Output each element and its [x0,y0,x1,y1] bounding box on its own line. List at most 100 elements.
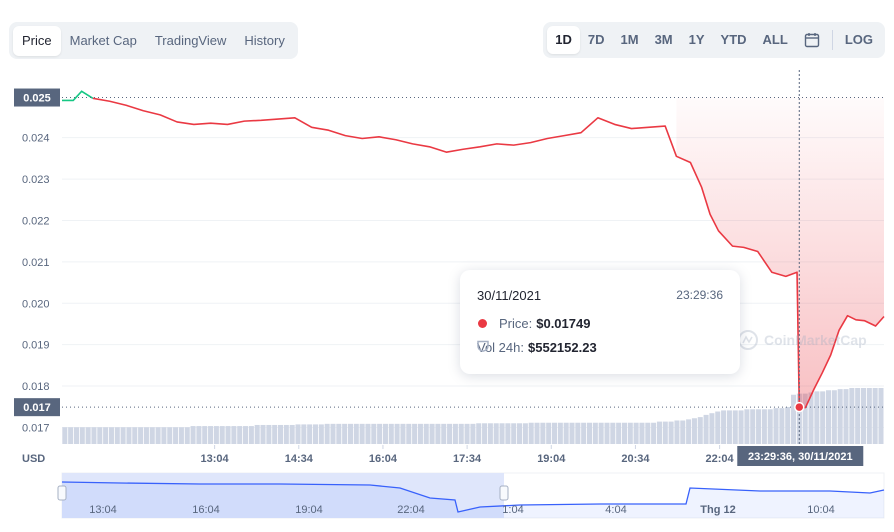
volume-bar [283,424,289,444]
volume-bar [691,418,697,444]
volume-bar [604,422,610,444]
volume-bar [289,424,295,444]
volume-bar [377,423,383,444]
volume-bar [272,424,278,444]
volume-bar [732,410,738,444]
volume-bar [295,424,301,444]
volume-bar [149,427,155,444]
volume-bar [651,422,657,444]
navigator-right-handle[interactable] [499,485,509,501]
y-tick-label: 0.021 [22,257,50,269]
log-scale-toggle[interactable]: LOG [844,32,873,47]
volume-bar [231,426,237,444]
time-range-selector: 1D 7D 1M 3M 1Y YTD ALL LOG [543,22,885,58]
volume-bar [633,422,639,444]
volume-bar [686,419,692,444]
volume-bar [260,424,266,444]
volume-bar [365,423,371,444]
volume-bar [266,424,272,444]
volume-bar [866,388,872,444]
volume-bar [301,424,307,444]
volume-bar [167,427,173,444]
volume-bar [726,410,732,444]
volume-bar [441,423,447,444]
volume-bar [173,427,179,444]
volume-bar [336,423,342,444]
volume-bar [674,420,680,444]
tab-history[interactable]: History [244,32,285,48]
navigator-tick-label: Thg 12 [700,504,735,516]
volume-bar [575,422,581,444]
navigator-tick-label: 16:04 [192,504,220,516]
navigator-left-handle[interactable] [57,485,67,501]
price-line-up [62,90,94,102]
crosshair-point [794,401,805,413]
volume-bar [155,427,161,444]
volume-bar [254,424,260,444]
low-label: 0.017 [23,402,51,414]
tooltip-price-value: $0.01749 [536,316,591,331]
volume-bar [161,427,167,444]
range-1y-button[interactable]: 1Y [688,32,705,47]
volume-bar [394,423,400,444]
volume-bar [68,427,74,444]
volume-bar [744,409,750,444]
volume-bar [219,426,225,444]
volume-bar [680,420,686,444]
volume-bar [178,427,184,444]
range-ytd-button[interactable]: YTD [720,32,747,47]
calendar-icon[interactable] [796,26,828,54]
tab-tradingview[interactable]: TradingView [154,32,227,48]
high-label-box [14,88,60,107]
tab-market-cap[interactable]: Market Cap [69,32,137,48]
range-1m-button[interactable]: 1M [620,32,639,47]
volume-bar [347,423,353,444]
volume-bar [662,421,668,444]
price-tooltip: 30/11/2021 23:29:36 Price: $0.01749 Vol … [460,270,740,374]
volume-bar [820,391,826,444]
tooltip-date: 30/11/2021 [477,288,542,303]
volume-bar [208,426,214,444]
volume-bar [645,422,651,444]
x-tick-label: 16:04 [369,453,398,465]
range-3m-button[interactable]: 3M [654,32,673,47]
volume-bar [103,427,109,444]
tab-price[interactable]: Price [13,25,61,56]
price-chart[interactable]: 0.024 0.023 0.022 0.021 0.020 0.019 0.018 0.017… [0,60,894,532]
volume-bar [581,422,587,444]
volume-bar [318,424,324,444]
crosshair-time-label: 23:29:36, 30/11/2021 [748,451,853,463]
volume-bar [73,427,79,444]
volume-bar [785,407,791,444]
volume-bar [872,388,878,444]
volume-bar [511,423,517,444]
volume-bar [225,426,231,444]
range-all-button[interactable]: ALL [762,32,788,47]
high-label: 0.025 [23,93,51,105]
volume-bar [860,388,867,444]
volume-bar [114,427,120,444]
volume-bar [528,422,534,444]
y-tick-label: 0.017 [22,422,50,434]
volume-bar [610,422,616,444]
volume-bar [522,423,528,444]
range-1d-button[interactable]: 1D [547,26,580,54]
volume-bar [779,408,785,444]
watermark-text: CoinMarketCap [764,332,867,348]
volume-bar [464,423,470,444]
range-7d-button[interactable]: 7D [587,32,605,47]
volume-bar [423,423,429,444]
volume-bar [202,426,208,444]
x-tick-label: 17:34 [453,453,482,465]
volume-bar [761,409,767,444]
volume-bar [715,411,721,444]
volume-bar [388,423,394,444]
navigator-tick-label: 10:04 [807,504,835,516]
navigator-tick-label: 13:04 [89,504,117,516]
y-tick-label: 0.019 [22,340,50,352]
volume-bar [406,423,412,444]
price-chart-canvas: 0.024 0.023 0.022 0.021 0.020 0.019 0.018 0.017… [14,70,885,519]
volume-bar [814,391,820,444]
volume-bar [79,427,85,444]
volume-bar [196,426,202,444]
